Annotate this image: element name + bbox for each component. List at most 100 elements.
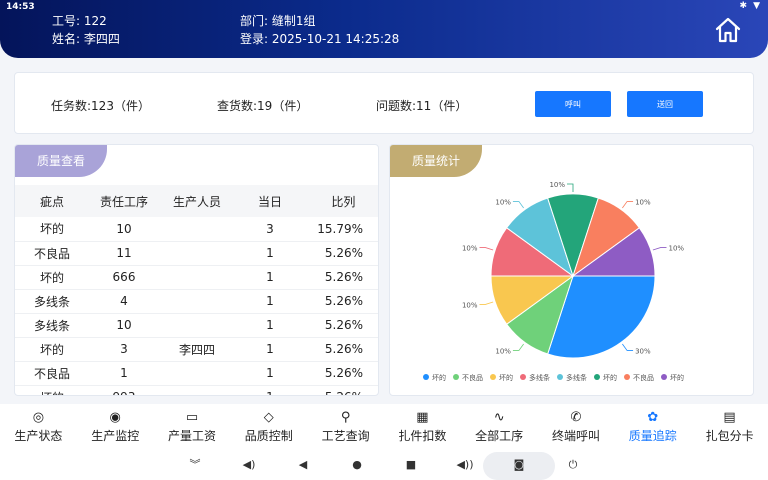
call-button[interactable]: 呼叫 — [535, 91, 611, 117]
cell-process: 3 — [89, 337, 159, 362]
department: 部门: 缝制1组 — [240, 14, 316, 28]
nav-item-8[interactable]: ✿ 质量追踪 — [614, 404, 691, 450]
legend-marker-7 — [661, 374, 667, 380]
col-worker: 生产人员 — [159, 185, 235, 217]
nav-icon: ✿ — [647, 410, 659, 425]
pie-label-2: 10% — [462, 301, 478, 309]
table-row[interactable]: 坏的993 15.26% — [15, 385, 378, 395]
nav-icon: ◉ — [109, 410, 121, 425]
pie-leader-0 — [622, 343, 634, 351]
col-today: 当日 — [235, 185, 305, 217]
nav-label: 质量追踪 — [628, 429, 677, 443]
table-row[interactable]: 不良品 11 1 5.26% — [15, 241, 378, 266]
pie-leader-2 — [479, 301, 494, 305]
recents-icon[interactable]: ■ — [405, 458, 417, 471]
camera-icon[interactable]: ◙ — [513, 458, 525, 471]
cell-defect: 多线条 — [15, 313, 89, 338]
nav-icon: ◇ — [263, 410, 274, 425]
cell-ratio: 5.26% — [305, 361, 378, 386]
legend-label-0: 坏的 — [432, 373, 446, 382]
cell-worker — [159, 241, 235, 266]
nav-label: 生产监控 — [91, 429, 140, 443]
nav-item-4[interactable]: ⚲ 工艺查询 — [307, 404, 384, 450]
pie-slice-0[interactable] — [547, 275, 656, 359]
cell-process: 11 — [89, 241, 159, 266]
cell-ratio: 5.26% — [305, 385, 378, 395]
cell-worker — [159, 361, 235, 386]
nav-item-7[interactable]: ✆ 终端呼叫 — [538, 404, 615, 450]
legend-label-5: 坏的 — [603, 373, 617, 382]
pie-label-1: 10% — [495, 347, 511, 355]
cell-ratio: 5.26% — [305, 337, 378, 362]
pie-leader-5 — [567, 183, 574, 192]
table-header-row: 疵点 责任工序 生产人员 当日 比列 — [15, 185, 378, 217]
nav-item-2[interactable]: ▭ 产量工资 — [154, 404, 231, 450]
legend-marker-0 — [423, 374, 429, 380]
cell-defect: 不良品 — [15, 241, 89, 266]
nav-icon: ▭ — [185, 410, 199, 425]
legend-label-1: 不良品 — [462, 373, 483, 382]
nav-label: 品质控制 — [244, 429, 293, 443]
power-icon[interactable]: ⏻ — [568, 458, 578, 471]
cell-ratio: 5.26% — [305, 241, 378, 266]
nav-icon: ▤ — [723, 410, 736, 425]
volume-up-icon[interactable]: ◀)) — [456, 458, 474, 471]
table-row[interactable]: 不良品 1 1 5.26% — [15, 361, 378, 386]
nav-label: 生产状态 — [14, 429, 63, 443]
cell-process: 4 — [89, 289, 159, 314]
cell-today: 1 — [235, 241, 305, 266]
volume-down-icon[interactable]: ◀) — [242, 458, 256, 471]
nav-item-3[interactable]: ◇ 品质控制 — [230, 404, 307, 450]
nav-icon: ✆ — [570, 410, 582, 425]
back-icon[interactable]: ◀ — [298, 458, 308, 471]
cell-worker: 李四四 — [159, 337, 235, 362]
legend-marker-1 — [453, 374, 459, 380]
pie-slice-7[interactable] — [571, 227, 656, 277]
legend-label-3: 多线条 — [529, 373, 550, 382]
login-time: 登录: 2025-10-21 14:25:28 — [240, 32, 400, 46]
home-nav-icon[interactable]: ● — [352, 458, 362, 471]
nav-item-0[interactable]: ◎ 生产状态 — [0, 404, 77, 450]
nav-label: 产量工资 — [167, 429, 216, 443]
cell-process: 1 — [89, 361, 159, 386]
cell-process: 10 — [89, 217, 159, 242]
nav-label: 工艺查询 — [321, 429, 370, 443]
cell-defect: 不良品 — [15, 361, 89, 386]
quality-view-title: 质量查看 — [15, 145, 107, 177]
pie-label-7: 10% — [668, 245, 684, 253]
nav-icon: ▦ — [416, 410, 429, 425]
pie-leader-4 — [512, 201, 524, 209]
col-ratio: 比列 — [305, 185, 378, 217]
cell-today: 1 — [235, 289, 305, 314]
table-row[interactable]: 坏的 10 3 15.79% — [15, 217, 378, 242]
nav-item-6[interactable]: ∿ 全部工序 — [461, 404, 538, 450]
nav-item-1[interactable]: ◉ 生产监控 — [77, 404, 154, 450]
nav-item-9[interactable]: ▤ 扎包分卡 — [691, 404, 768, 450]
pie-leader-6 — [622, 201, 634, 209]
quality-pie-chart: 30% 10% 10% 10% 10% 10% 10% 10% 坏的 不良品 坏的 多线条 多线条 坏的 不… — [423, 181, 684, 382]
legend-label-7: 坏的 — [670, 373, 684, 382]
cell-process: 993 — [89, 385, 159, 395]
cell-today: 1 — [235, 337, 305, 362]
table-row[interactable]: 多线条 4 1 5.26% — [15, 289, 378, 314]
legend-label-2: 坏的 — [499, 373, 513, 382]
legend-marker-2 — [490, 374, 496, 380]
status-time: 14:53 — [6, 2, 35, 12]
nav-item-5[interactable]: ▦ 扎件扣数 — [384, 404, 461, 450]
home-icon[interactable] — [714, 16, 742, 44]
status-icons: ✱ ▼ — [740, 1, 760, 11]
cell-process: 10 — [89, 313, 159, 338]
send-back-button[interactable]: 送回 — [627, 91, 703, 117]
collapse-icon[interactable]: ︾ — [189, 458, 201, 471]
cell-defect: 坏的 — [15, 337, 89, 362]
cell-defect: 坏的 — [15, 217, 89, 242]
task-count: 任务数:123（件） — [51, 99, 150, 113]
legend-marker-6 — [624, 374, 630, 380]
table-row[interactable]: 坏的 666 1 5.26% — [15, 265, 378, 290]
cell-today: 1 — [235, 265, 305, 290]
table-row[interactable]: 多线条 10 1 5.26% — [15, 313, 378, 338]
table-row[interactable]: 坏的 3 李四四 1 5.26% — [15, 337, 378, 362]
cell-ratio: 5.26% — [305, 289, 378, 314]
nav-label: 终端呼叫 — [551, 429, 600, 443]
col-process: 责任工序 — [89, 185, 159, 217]
